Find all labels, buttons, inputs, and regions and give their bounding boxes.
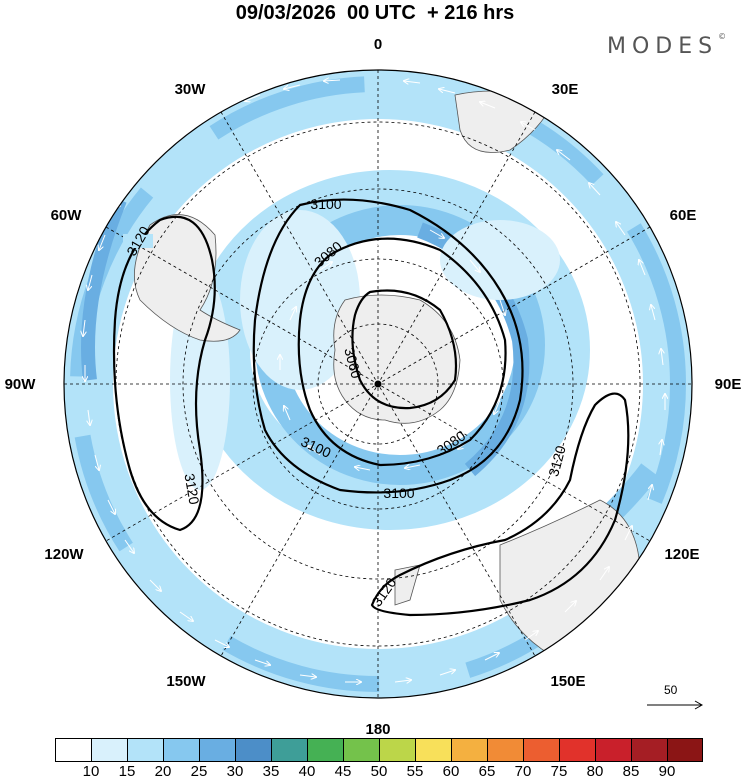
colorbar-box xyxy=(451,738,487,762)
contour-label-group: 3120 3120 3100 3080 3060 3100 3080 3100 … xyxy=(123,196,569,609)
colorbar-box xyxy=(127,738,163,762)
colorbar-box xyxy=(55,738,91,762)
colorbar-box xyxy=(307,738,343,762)
brand-name: MODES xyxy=(607,34,719,59)
contour-3060 xyxy=(351,289,458,410)
colorbar-box xyxy=(343,738,379,762)
lon-label-150e: 150E xyxy=(550,673,585,690)
colorbar-tick-label: 85 xyxy=(622,763,640,780)
lon-label-60w: 60W xyxy=(51,207,83,224)
colorbar-box xyxy=(91,738,127,762)
colorbar-box xyxy=(271,738,307,762)
contour-label-3120-east: 3120 xyxy=(545,444,569,478)
colorbar-tick-label: 15 xyxy=(118,763,136,780)
lon-label-120e: 120E xyxy=(664,546,699,563)
colorbar-box xyxy=(379,738,415,762)
lon-label-120w: 120W xyxy=(44,546,84,563)
lon-label-180: 180 xyxy=(365,721,390,738)
colorbar-tick-label: 70 xyxy=(514,763,532,780)
colorbar-box xyxy=(523,738,559,762)
forecast-title: 09/03/2026 00 UTC + 216 hrs xyxy=(235,2,515,24)
map-border xyxy=(63,69,693,699)
colorbar-box xyxy=(199,738,235,762)
colorbar-tick-label: 35 xyxy=(262,763,280,780)
modes-logo: MODES© xyxy=(607,32,727,59)
colorbar-tick-label: 25 xyxy=(190,763,208,780)
contour-label-3100-top: 3100 xyxy=(310,196,341,212)
colorbar-tick-label: 20 xyxy=(154,763,172,780)
colorbar-tick-label: 55 xyxy=(406,763,424,780)
copyright-mark: © xyxy=(718,32,727,41)
contour-3120-west xyxy=(112,215,216,532)
lon-label-150w: 150W xyxy=(166,673,206,690)
lon-label-60e: 60E xyxy=(670,207,697,224)
colorbar-box xyxy=(235,738,271,762)
colorbar-tick-label: 10 xyxy=(82,763,100,780)
colorbar-box xyxy=(559,738,595,762)
colorbar-box xyxy=(415,738,451,762)
colorbar-tick-label: 80 xyxy=(586,763,604,780)
wind-vectors xyxy=(83,80,665,682)
contour-3080 xyxy=(297,237,507,467)
contour-label-3100-low: 3100 xyxy=(383,485,414,501)
contour-3100 xyxy=(252,198,524,494)
colorbar-tick-label: 45 xyxy=(334,763,352,780)
colorbar-box xyxy=(487,738,523,762)
colorbar-box xyxy=(631,738,667,762)
lon-label-90w: 90W xyxy=(5,376,37,393)
colorbar-box xyxy=(667,738,703,762)
colorbar-tick-label: 90 xyxy=(658,763,676,780)
lon-label-30w: 30W xyxy=(175,81,207,98)
reference-vector-arrow xyxy=(647,700,704,710)
colorbar-tick-label: 75 xyxy=(550,763,568,780)
colorbar-tick-label: 40 xyxy=(298,763,316,780)
lon-label-90e: 90E xyxy=(715,376,742,393)
colorbar-tick-label: 30 xyxy=(226,763,244,780)
contour-3120-east xyxy=(370,392,630,617)
height-contours xyxy=(112,198,630,617)
lon-label-0: 0 xyxy=(374,36,382,53)
reference-vector-value: 50 xyxy=(664,683,678,697)
colorbar-box xyxy=(163,738,199,762)
lon-label-30e: 30E xyxy=(552,81,579,98)
contour-label-3060: 3060 xyxy=(341,346,365,380)
colorbar xyxy=(55,738,703,764)
colorbar-box xyxy=(595,738,631,762)
colorbar-tick-label: 60 xyxy=(442,763,460,780)
colorbar-tick-label: 50 xyxy=(370,763,388,780)
colorbar-tick-label: 65 xyxy=(478,763,496,780)
south-pole-marker xyxy=(374,380,382,388)
contour-label-3120-west-low: 3120 xyxy=(181,472,202,506)
longitude-labels: 0 30E 60E 90E 120E 150E 180 150W 120W 90… xyxy=(5,36,742,738)
